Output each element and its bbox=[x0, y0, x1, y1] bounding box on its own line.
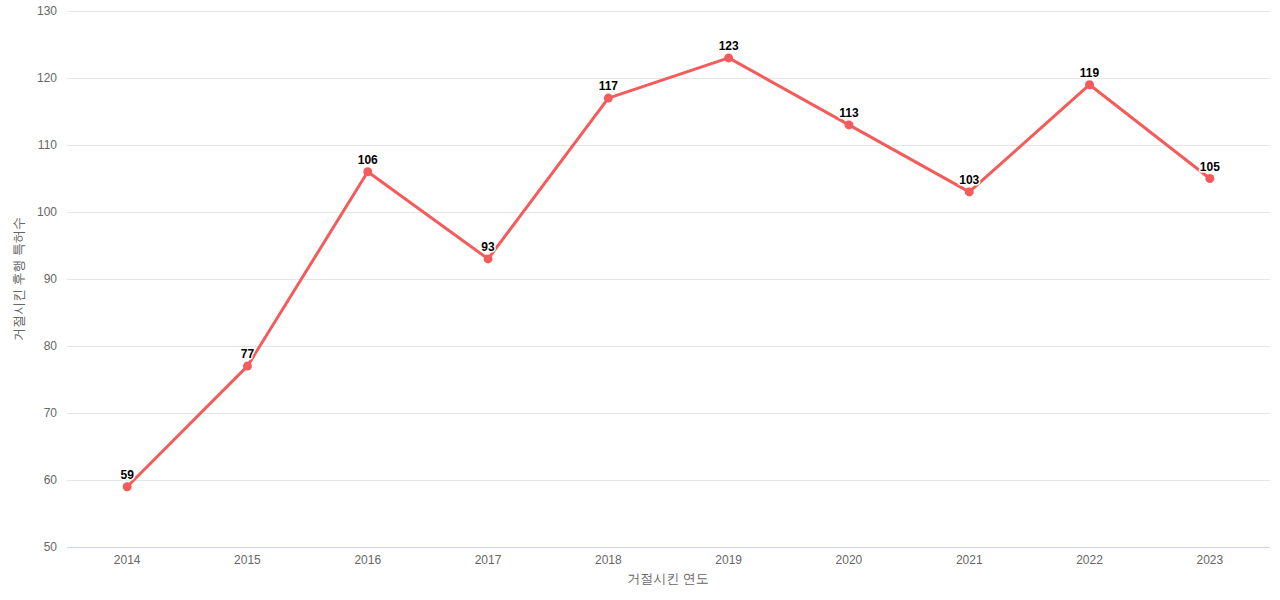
data-point-marker-2015[interactable] bbox=[243, 362, 252, 371]
y-axis-tick-label-80: 80 bbox=[44, 339, 58, 353]
data-point-label-2015: 77 bbox=[241, 347, 255, 361]
y-axis-tick-label-50: 50 bbox=[44, 540, 58, 554]
data-point-marker-2021[interactable] bbox=[965, 187, 974, 196]
data-point-label-2014: 59 bbox=[120, 468, 134, 482]
x-axis-tick-label-2019: 2019 bbox=[715, 553, 742, 567]
x-axis-title: 거절시킨 연도 bbox=[627, 571, 709, 586]
chart-plot-area: 5060708090100110120130 20142015201620172… bbox=[0, 0, 1280, 600]
data-point-marker-2017[interactable] bbox=[484, 254, 493, 263]
y-axis-tick-label-130: 130 bbox=[37, 4, 57, 18]
data-point-marker-2023[interactable] bbox=[1205, 174, 1214, 183]
gridlines bbox=[67, 11, 1270, 547]
data-point-labels: 59 77 106 93 117 123 113 103 119 105 bbox=[120, 39, 1220, 482]
x-axis-tick-labels: 2014 2015 2016 2017 2018 2019 2020 2021 2022 2023 bbox=[114, 553, 1224, 567]
data-point-label-2017: 93 bbox=[481, 240, 495, 254]
series-group bbox=[123, 53, 1215, 491]
data-point-marker-2018[interactable] bbox=[604, 94, 613, 103]
data-point-label-2016: 106 bbox=[358, 153, 378, 167]
data-point-marker-2016[interactable] bbox=[363, 167, 372, 176]
x-axis-tick-label-2021: 2021 bbox=[956, 553, 983, 567]
data-point-label-2023: 105 bbox=[1200, 160, 1220, 174]
x-axis-tick-label-2017: 2017 bbox=[475, 553, 502, 567]
x-axis-tick-label-2015: 2015 bbox=[234, 553, 261, 567]
data-point-label-2019: 123 bbox=[719, 39, 739, 53]
x-axis-tick-label-2018: 2018 bbox=[595, 553, 622, 567]
data-point-label-2021: 103 bbox=[959, 173, 979, 187]
data-point-label-2022: 119 bbox=[1080, 66, 1100, 80]
x-axis-tick-label-2020: 2020 bbox=[836, 553, 863, 567]
y-axis-tick-label-70: 70 bbox=[44, 406, 58, 420]
x-axis-tick-label-2014: 2014 bbox=[114, 553, 141, 567]
y-axis-tick-label-110: 110 bbox=[38, 138, 57, 152]
y-axis-tick-labels: 50 60 70 80 90 100 110 120 130 bbox=[37, 4, 57, 554]
y-axis-title: 거절시킨 후행 특허수 bbox=[11, 217, 26, 341]
data-point-label-2018: 117 bbox=[599, 79, 619, 93]
data-point-marker-2020[interactable] bbox=[844, 120, 853, 129]
x-axis-tick-label-2016: 2016 bbox=[354, 553, 381, 567]
data-point-marker-2022[interactable] bbox=[1085, 80, 1094, 89]
line-chart: 5060708090100110120130 20142015201620172… bbox=[0, 0, 1280, 600]
y-axis-tick-label-100: 100 bbox=[37, 205, 57, 219]
x-axis-tick-label-2023: 2023 bbox=[1196, 553, 1223, 567]
series-line bbox=[127, 58, 1210, 487]
x-axis-tick-label-2022: 2022 bbox=[1076, 553, 1103, 567]
data-point-label-2020: 113 bbox=[839, 106, 859, 120]
data-point-marker-2019[interactable] bbox=[724, 53, 733, 62]
y-axis-tick-label-90: 90 bbox=[44, 272, 58, 286]
y-axis-tick-label-60: 60 bbox=[44, 473, 58, 487]
y-axis-tick-label-120: 120 bbox=[37, 71, 57, 85]
data-point-marker-2014[interactable] bbox=[123, 482, 132, 491]
